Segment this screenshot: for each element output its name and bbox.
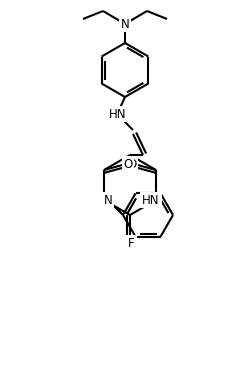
Text: N: N — [120, 18, 130, 31]
Text: N: N — [104, 194, 112, 207]
Text: O: O — [123, 158, 132, 171]
Text: O: O — [126, 238, 134, 250]
Text: O: O — [128, 158, 137, 171]
Text: F: F — [128, 237, 135, 250]
Text: HN: HN — [109, 107, 127, 120]
Text: HN: HN — [142, 194, 160, 207]
